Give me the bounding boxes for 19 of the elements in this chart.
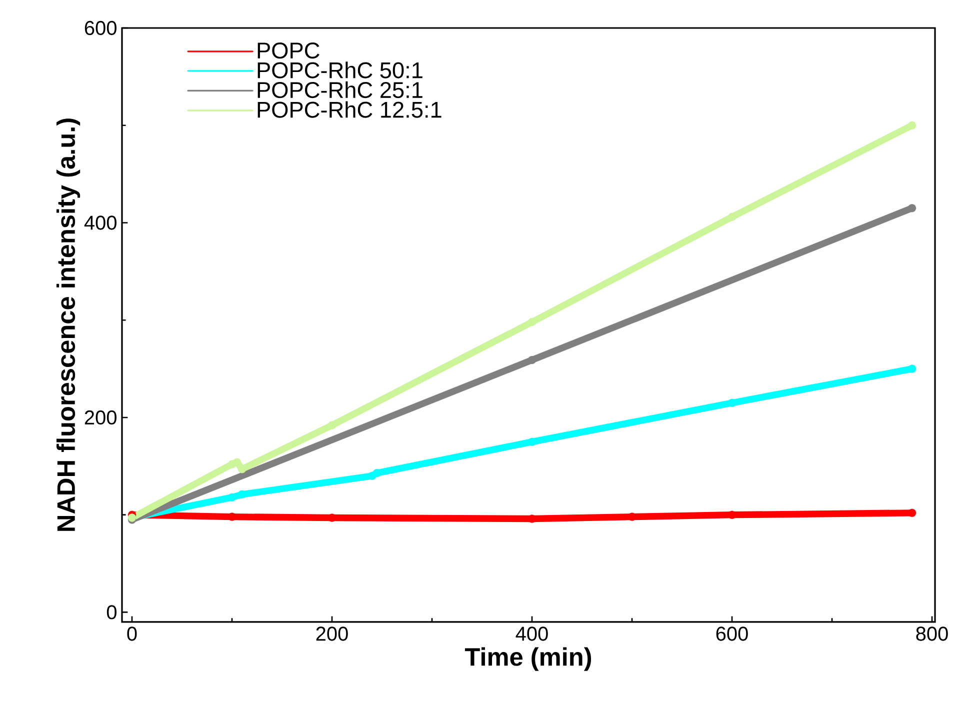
x-tick-label: 600 — [716, 626, 748, 641]
x-tick-label: 400 — [516, 626, 548, 641]
point — [372, 468, 382, 478]
y-axis-title: NADH fluorescence intensity (a.u.) — [56, 118, 80, 531]
x-axis-title: Time (min) — [464, 647, 592, 671]
x-tick-label: 800 — [916, 626, 948, 641]
point — [908, 204, 916, 212]
legend-label: POPC — [258, 42, 320, 59]
legend-label: POPC-RhC 12.5:1 — [258, 101, 442, 118]
y-tick-label: 400 — [84, 216, 116, 230]
point — [528, 318, 536, 326]
x-tick-label: 200 — [316, 626, 348, 641]
y-tick-label: 200 — [84, 410, 116, 425]
legend-label: POPC-RhC 25:1 — [258, 81, 422, 98]
point — [908, 121, 916, 130]
y-tick-label: 600 — [84, 20, 116, 36]
y-tick-label: 0 — [106, 605, 116, 620]
x-tick-label: 0 — [127, 626, 137, 641]
legend-label: POPC-RhC 50:1 — [258, 62, 422, 78]
